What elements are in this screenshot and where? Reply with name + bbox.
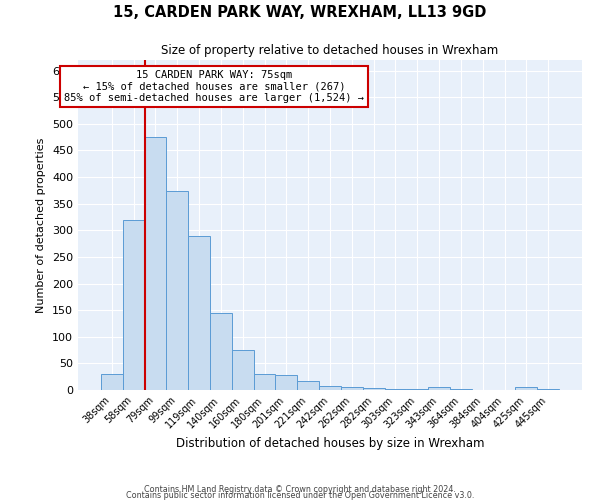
Bar	[210, 313, 232, 390]
Bar	[515, 388, 537, 390]
Title: Size of property relative to detached houses in Wrexham: Size of property relative to detached ho…	[161, 44, 499, 58]
Text: Contains public sector information licensed under the Open Government Licence v3: Contains public sector information licen…	[126, 490, 474, 500]
Bar	[319, 386, 341, 390]
Bar	[123, 220, 145, 390]
Y-axis label: Number of detached properties: Number of detached properties	[37, 138, 46, 312]
Bar	[101, 374, 123, 390]
Bar	[145, 137, 166, 390]
Text: 15 CARDEN PARK WAY: 75sqm
← 15% of detached houses are smaller (267)
85% of semi: 15 CARDEN PARK WAY: 75sqm ← 15% of detac…	[64, 70, 364, 103]
Bar	[297, 382, 319, 390]
Bar	[428, 388, 450, 390]
Bar	[537, 389, 559, 390]
X-axis label: Distribution of detached houses by size in Wrexham: Distribution of detached houses by size …	[176, 436, 484, 450]
Bar	[188, 236, 210, 390]
Bar	[363, 388, 385, 390]
Bar	[254, 374, 275, 390]
Bar	[166, 192, 188, 390]
Bar	[275, 375, 297, 390]
Text: 15, CARDEN PARK WAY, WREXHAM, LL13 9GD: 15, CARDEN PARK WAY, WREXHAM, LL13 9GD	[113, 5, 487, 20]
Bar	[232, 350, 254, 390]
Text: Contains HM Land Registry data © Crown copyright and database right 2024.: Contains HM Land Registry data © Crown c…	[144, 484, 456, 494]
Bar	[341, 388, 363, 390]
